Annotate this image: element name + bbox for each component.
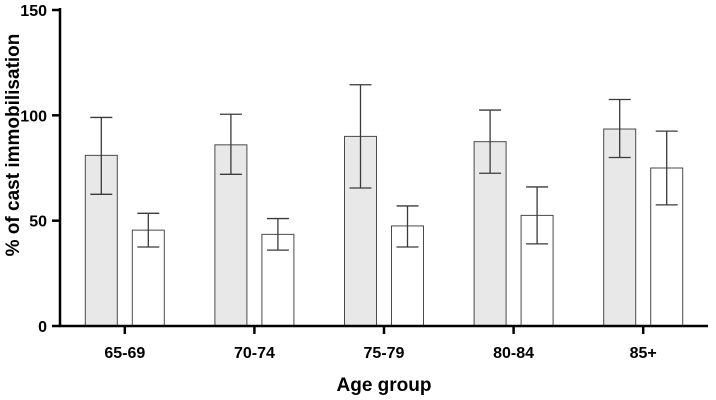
x-tick-label-65-69: 65-69	[104, 345, 145, 362]
error-bar-1-80-84	[479, 109, 502, 174]
x-tick-label-70-74: 70-74	[234, 345, 275, 362]
error-bar-2-65-69	[137, 212, 160, 248]
y-axis-title: % of cast immobilisation	[3, 34, 24, 257]
error-bars-layer	[90, 84, 678, 251]
x-ticks: 65-69 70-74 75-79 80-84 85+	[104, 326, 657, 362]
error-bar-2-80-84	[526, 186, 549, 245]
y-tick-label-150: 150	[20, 3, 47, 20]
x-tick-label-85+: 85+	[630, 345, 657, 362]
x-axis-title: Age group	[337, 375, 432, 396]
bars-layer	[84, 128, 684, 327]
x-tick-label-75-79: 75-79	[364, 345, 405, 362]
error-bar-1-75-79	[349, 84, 372, 189]
y-tick-label-0: 0	[38, 319, 47, 336]
error-bar-1-70-74	[219, 113, 242, 175]
y-tick-label-50: 50	[29, 214, 47, 231]
y-ticks: 0 50 100 150	[20, 3, 60, 336]
error-bar-2-75-79	[396, 205, 419, 248]
error-bar-1-85+	[608, 98, 631, 159]
error-bar-1-65-69	[90, 116, 113, 195]
bar-1-85+	[603, 128, 637, 327]
y-tick-label-100: 100	[20, 108, 47, 125]
x-tick-label-80-84: 80-84	[493, 345, 534, 362]
error-bar-2-70-74	[266, 217, 289, 251]
error-bar-2-85+	[655, 130, 678, 206]
